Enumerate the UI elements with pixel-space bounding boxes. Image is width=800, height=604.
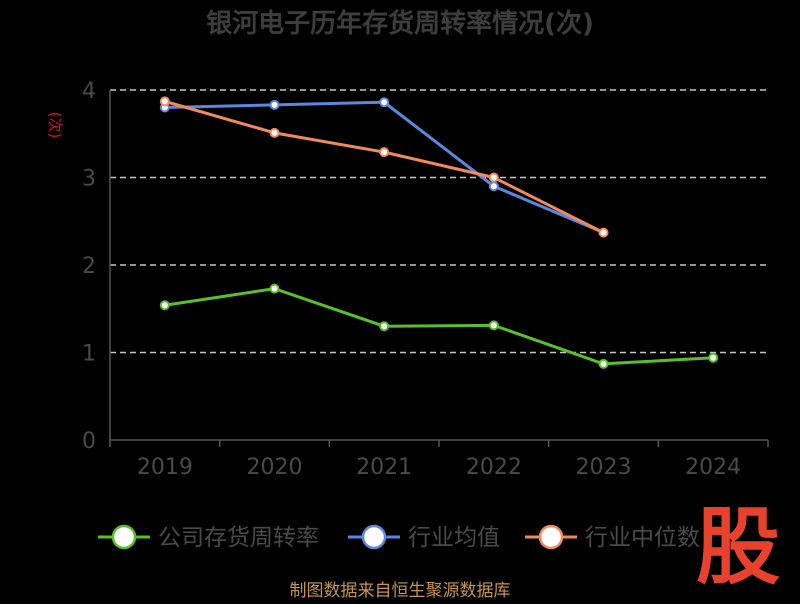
data-point[interactable] <box>379 321 390 332</box>
source-note: 制图数据来自恒生聚源数据库 <box>290 581 511 600</box>
legend-label: 行业中位数 <box>585 525 700 551</box>
legend-marker <box>361 524 387 550</box>
legend-item-3[interactable]: 行业中位数 <box>525 524 700 551</box>
series-line <box>164 99 605 234</box>
data-point[interactable] <box>708 352 719 363</box>
legend[interactable]: 公司存货周转率 行业均值 行业中位数 <box>98 524 700 551</box>
y-tick-label: 3 <box>82 167 96 192</box>
legend-label: 公司存货周转率 <box>158 525 319 551</box>
series-3 <box>159 96 609 238</box>
data-point[interactable] <box>269 127 280 138</box>
legend-item-1[interactable]: 公司存货周转率 <box>98 524 319 551</box>
data-point[interactable] <box>379 97 390 108</box>
data-point[interactable] <box>488 172 499 183</box>
legend-item-2[interactable]: 行业均值 <box>348 524 500 551</box>
watermark-logo: 股 <box>696 498 780 596</box>
x-tick-label: 2021 <box>356 455 412 480</box>
legend-marker <box>111 524 137 550</box>
data-point[interactable] <box>159 96 170 107</box>
data-point[interactable] <box>598 358 609 369</box>
data-point[interactable] <box>269 283 280 294</box>
x-tick-label: 2023 <box>576 455 632 480</box>
y-axis-label: (次) <box>46 112 64 139</box>
data-point[interactable] <box>488 181 499 192</box>
data-point[interactable] <box>598 227 609 238</box>
chart-title: 银河电子历年存货周转率情况(次) <box>206 8 594 39</box>
series-lines <box>159 96 719 369</box>
y-tick-label: 4 <box>82 79 96 104</box>
series-line <box>164 287 714 366</box>
x-tick-label: 2019 <box>137 455 193 480</box>
data-point[interactable] <box>488 320 499 331</box>
legend-label: 行业均值 <box>408 525 500 551</box>
data-point[interactable] <box>269 99 280 110</box>
y-tick-label: 0 <box>82 429 96 454</box>
axes: 0 1 2 3 4 2019 2020 2021 2022 2023 2024 <box>82 79 769 480</box>
x-tick-label: 2020 <box>247 455 303 480</box>
y-tick-label: 2 <box>82 254 96 279</box>
data-point[interactable] <box>379 147 390 158</box>
legend-marker <box>538 524 564 550</box>
x-tick-label: 2024 <box>685 455 741 480</box>
series-1 <box>159 283 719 369</box>
grid-lines <box>110 89 768 354</box>
x-tick-label: 2022 <box>466 455 522 480</box>
y-tick-label: 1 <box>82 342 96 367</box>
data-point[interactable] <box>159 300 170 311</box>
